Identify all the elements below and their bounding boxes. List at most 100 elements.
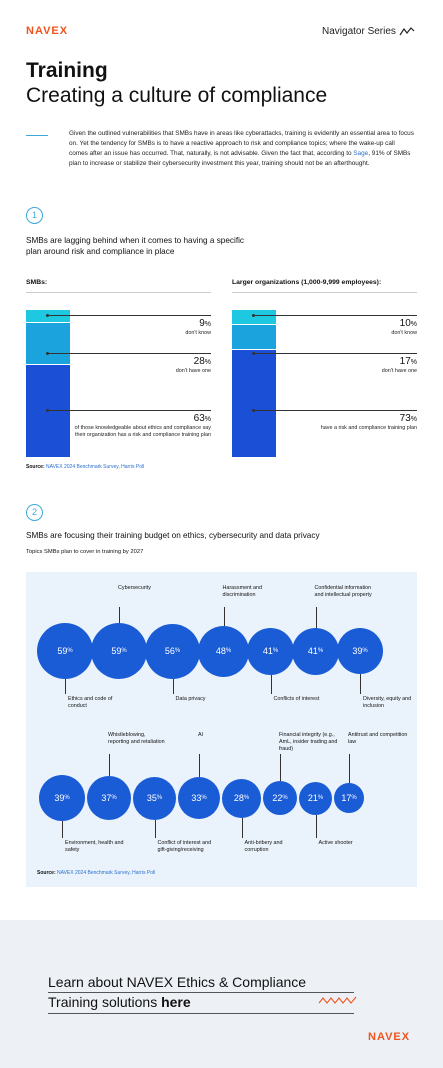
topic-bubble: 22% bbox=[263, 781, 297, 815]
source2-link[interactable]: NAVEX 2024 Benchmark Survey, Harris Poll bbox=[57, 870, 156, 876]
large-segment-2 bbox=[232, 349, 276, 458]
topic-label: Cybersecurity bbox=[118, 585, 151, 591]
large-stat-desc-0: don't know bbox=[391, 330, 417, 336]
topic-label: Whistleblowing, reporting and retaliatio… bbox=[108, 732, 165, 745]
smb-leader-line-1 bbox=[48, 353, 211, 354]
large-leader-line-0 bbox=[254, 315, 417, 316]
footer-logo[interactable]: NAVEX bbox=[368, 1031, 411, 1043]
large-stat-value-0: 10% bbox=[399, 318, 417, 329]
topic-value: 28 bbox=[233, 793, 244, 803]
topic-label: Active shooter bbox=[318, 840, 353, 846]
topic-label: Ethics and code of conduct bbox=[68, 696, 113, 709]
topic-bubble: 17% bbox=[334, 783, 364, 813]
large-leader-dot-2 bbox=[252, 409, 255, 412]
topic-bubble: 39% bbox=[337, 628, 383, 674]
topic-leader bbox=[349, 754, 350, 783]
smb-stacked-bar bbox=[26, 310, 70, 458]
topic-bubble: 21% bbox=[299, 781, 332, 815]
cta-underline-2 bbox=[48, 1013, 354, 1014]
large-org-label: Larger organizations (1,000-9,999 employ… bbox=[232, 279, 382, 286]
smb-leader-line-0 bbox=[48, 315, 211, 316]
large-stats: 10% don't know 17% don't have one 73% have a … bbox=[252, 310, 417, 458]
sage-link[interactable]: Sage bbox=[353, 150, 369, 157]
large-stat-value-1: 17% bbox=[399, 356, 417, 367]
topic-bubble: 35% bbox=[133, 776, 176, 820]
topic-value: 33 bbox=[191, 793, 202, 803]
topic-leader bbox=[65, 679, 66, 694]
large-leader-line-1 bbox=[254, 353, 417, 354]
topic-label: Harassment and discrimination bbox=[222, 585, 263, 598]
section-number-2: 2 bbox=[26, 504, 43, 521]
topic-value: 17 bbox=[341, 793, 352, 803]
topic-bubble: 41% bbox=[247, 627, 294, 675]
topic-label: Financial integrity (e.g., AmL, insider … bbox=[279, 732, 338, 752]
cta-line-1[interactable]: Learn about NAVEX Ethics & Compliance bbox=[48, 974, 307, 990]
topic-value: 35 bbox=[146, 793, 157, 803]
topic-value: 56 bbox=[164, 646, 175, 656]
topic-bubble: 56% bbox=[145, 623, 200, 679]
topic-bubble: 37% bbox=[87, 776, 131, 820]
large-stat-desc-1: don't have one bbox=[381, 368, 417, 374]
topic-label: Anti-bribery and corruption bbox=[244, 840, 283, 853]
topic-bubble: 33% bbox=[178, 777, 220, 819]
topic-leader bbox=[119, 607, 120, 623]
large-stat-value-2: 73% bbox=[399, 413, 417, 424]
smb-segment-1 bbox=[26, 323, 70, 365]
smb-stat-desc-1: don't have one bbox=[175, 368, 211, 374]
section1-title: SMBs are lagging behind when it comes to… bbox=[26, 236, 245, 256]
topic-bubble: 48% bbox=[198, 625, 249, 677]
smb-stat-value-0: 9% bbox=[199, 318, 211, 329]
topic-leader bbox=[315, 607, 317, 628]
topic-value: 21 bbox=[307, 793, 318, 803]
smb-leader-dot-2 bbox=[46, 409, 49, 412]
series-label: Navigator Series bbox=[322, 26, 396, 37]
smb-leader-dot-1 bbox=[46, 352, 49, 355]
topic-leader bbox=[62, 821, 63, 838]
smb-divider bbox=[26, 292, 211, 293]
smb-stats: 9% don't know 28% don't have one 63% of those… bbox=[46, 310, 211, 458]
section2-title: SMBs are focusing their training budget … bbox=[26, 531, 320, 540]
topic-label: Conflicts of interest bbox=[273, 696, 320, 702]
topic-leader bbox=[280, 754, 281, 781]
topic-value: 59 bbox=[111, 646, 122, 656]
intro-paragraph: Given the outlined vulnerabilities that … bbox=[69, 130, 414, 167]
topic-leader bbox=[315, 814, 317, 838]
zigzag-arrow-icon[interactable] bbox=[318, 995, 358, 1005]
smb-stat-value-2: 63% bbox=[193, 413, 211, 424]
series-title: Navigator Series bbox=[322, 26, 415, 37]
topic-leader bbox=[199, 754, 200, 777]
topic-bubble: 41% bbox=[292, 627, 339, 675]
topic-label: Data privacy bbox=[175, 696, 206, 702]
large-stacked-bar bbox=[232, 310, 276, 458]
topic-label: Antitrust and competition law bbox=[348, 732, 408, 745]
topic-value: 48 bbox=[215, 646, 226, 656]
cta-line-2[interactable]: Training solutions here bbox=[48, 994, 191, 1010]
large-leader-dot-1 bbox=[252, 352, 255, 355]
topic-label: AI bbox=[198, 732, 204, 738]
smb-leader-line-2 bbox=[48, 410, 211, 411]
topic-value: 41 bbox=[262, 646, 273, 656]
intro-rule bbox=[26, 135, 48, 136]
cta-underline-1 bbox=[48, 992, 354, 993]
smb-stat-desc-0: don't know bbox=[185, 330, 211, 336]
topic-label: Confidential information and intellectua… bbox=[314, 585, 372, 598]
topic-value: 22 bbox=[272, 793, 283, 803]
topics-panel: 59% Ethics and code of conduct 59% Cybersec… bbox=[26, 572, 417, 887]
topic-bubble: 59% bbox=[91, 623, 147, 679]
large-segment-1 bbox=[232, 324, 276, 350]
topic-bubble: 59% bbox=[37, 623, 93, 679]
section1-source: Source: NAVEX 2024 Benchmark Survey, Har… bbox=[26, 464, 145, 470]
source1-link[interactable]: NAVEX 2024 Benchmark Survey, Harris Poll bbox=[46, 464, 145, 470]
section2-source: Source: NAVEX 2024 Benchmark Survey, Har… bbox=[37, 870, 156, 876]
cta-text[interactable]: Learn about NAVEX Ethics & Compliance bbox=[48, 973, 358, 992]
topic-value: 41 bbox=[307, 646, 318, 656]
topic-bubble: 39% bbox=[39, 775, 85, 821]
section2-subtitle: Topics SMBs plan to cover in training by… bbox=[26, 549, 144, 555]
topic-leader bbox=[109, 754, 110, 776]
large-stat-desc-2: have a risk and compliance training plan bbox=[320, 425, 417, 431]
navex-logo[interactable]: NAVEX bbox=[26, 25, 69, 37]
topic-label: Diversity, equity and inclusion bbox=[363, 696, 412, 709]
topic-leader bbox=[241, 817, 243, 838]
here-link[interactable]: here bbox=[161, 994, 191, 1010]
section-number-1: 1 bbox=[26, 207, 43, 224]
